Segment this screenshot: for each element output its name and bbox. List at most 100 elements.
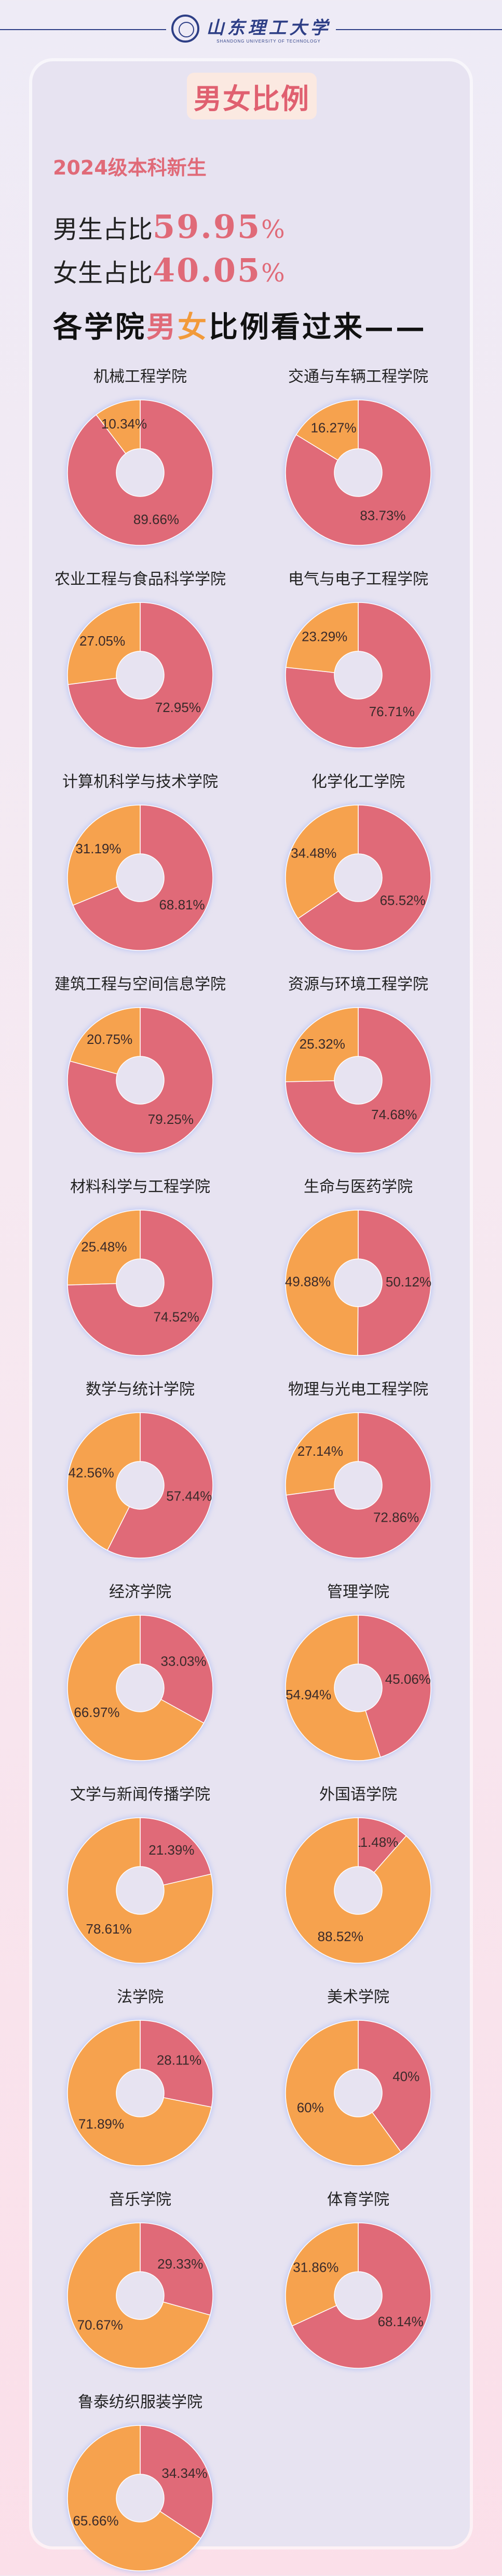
male-slice-label: 28.11% — [157, 2052, 201, 2068]
male-slice — [140, 1817, 212, 1886]
male-slice-label: 21.39% — [148, 1842, 194, 1858]
donut-chart: 72.95% 27.05% — [66, 601, 214, 749]
male-slice-label: 40% — [392, 2069, 419, 2084]
logo-chinese-name: 山东理工大学 — [206, 18, 331, 38]
female-slice — [67, 2222, 211, 2369]
male-slice — [285, 602, 431, 748]
male-slice-label: 74.68% — [371, 1107, 417, 1122]
female-slice — [67, 804, 141, 906]
male-slice — [67, 602, 213, 748]
female-slice — [285, 1412, 359, 1496]
female-slice-label: 70.67% — [77, 2317, 123, 2333]
donut-chart: 76.71% 23.29% — [284, 601, 432, 749]
college-chart: 农业工程与食品科学学院 72.95% 27.05% — [52, 566, 228, 749]
college-chart: 法学院 28.11% 71.89% — [52, 1984, 228, 2167]
donut-chart: 28.11% 71.89% — [66, 2019, 214, 2167]
female-slice-label: 27.14% — [297, 1443, 343, 1459]
donut-chart: 72.86% 27.14% — [284, 1412, 432, 1559]
chart-title: 交通与车辆工程学院 — [288, 368, 428, 386]
donut-chart: 21.39% 78.61% — [66, 1817, 214, 1964]
chart-title: 化学化工学院 — [311, 773, 405, 791]
logo-english-name: SHANDONG UNIVERSITY OF TECHNOLOGY — [216, 39, 321, 44]
female-slice-label: 71.89% — [78, 2116, 124, 2131]
donut-chart: 79.25% 20.75% — [66, 1007, 214, 1154]
female-slice-label: 66.97% — [74, 1705, 119, 1720]
logo-text: 山东理工大学 SHANDONG UNIVERSITY OF TECHNOLOGY — [207, 14, 331, 44]
male-slice — [297, 804, 431, 951]
female-slice-label: 60% — [297, 2100, 324, 2115]
college-chart: 电气与电子工程学院 76.71% 23.29% — [270, 566, 446, 749]
male-slice-label: 50.12% — [386, 1274, 431, 1290]
female-ratio-stat: 女生占比40.05% — [53, 251, 285, 289]
female-slice — [285, 1817, 431, 1964]
university-logo: 山东理工大学 SHANDONG UNIVERSITY OF TECHNOLOGY — [171, 14, 331, 44]
male-slice — [72, 804, 213, 951]
female-slice — [67, 1210, 141, 1285]
female-slice — [67, 2425, 201, 2571]
male-ratio-prefix: 男生占比 — [53, 215, 153, 244]
chart-title: 数学与统计学院 — [86, 1380, 195, 1399]
male-slice-label: 74.52% — [154, 1309, 199, 1324]
female-ratio-prefix: 女生占比 — [53, 259, 153, 288]
female-slice-label: 34.48% — [291, 845, 336, 861]
college-chart: 建筑工程与空间信息学院 79.25% 20.75% — [52, 971, 228, 1154]
college-chart: 鲁泰纺织服装学院 34.34% 65.66% — [52, 2389, 228, 2572]
chart-title: 美术学院 — [327, 1988, 389, 2006]
college-chart: 外国语学院 11.48% 88.52% — [270, 1781, 446, 1964]
college-chart: 机械工程学院 89.66% 10.34% — [52, 364, 228, 546]
chart-title: 体育学院 — [327, 2191, 389, 2209]
chart-title: 文学与新闻传播学院 — [70, 1786, 210, 1804]
male-slice — [358, 1817, 407, 1873]
female-slice-label: 78.61% — [86, 1921, 132, 1937]
female-slice-label: 20.75% — [87, 1031, 132, 1047]
donut-chart: 68.14% 31.86% — [284, 2222, 432, 2369]
female-slice-label: 31.19% — [75, 841, 121, 856]
donut-chart: 57.44% 42.56% — [66, 1412, 214, 1559]
donut-chart: 83.73% 16.27% — [284, 399, 432, 546]
chart-title: 生命与医药学院 — [304, 1178, 413, 1196]
section-heading-after: 比例看过来—— — [209, 310, 427, 344]
female-slice-label: 88.52% — [318, 1929, 363, 1944]
section-heading-before: 各学院 — [53, 310, 146, 344]
donut-chart: 33.03% 66.97% — [66, 1614, 214, 1762]
college-chart: 经济学院 33.03% 66.97% — [52, 1579, 228, 1762]
female-slice-label: 16.27% — [310, 420, 356, 435]
male-slice-label: 57.44% — [166, 1488, 212, 1504]
male-slice — [140, 2222, 213, 2316]
male-slice-label: 76.71% — [369, 704, 415, 719]
male-slice — [285, 1007, 431, 1153]
header: 山东理工大学 SHANDONG UNIVERSITY OF TECHNOLOGY — [0, 0, 502, 57]
male-slice-label: 68.81% — [159, 897, 205, 913]
male-slice-label: 72.86% — [373, 1510, 419, 1525]
chart-title: 经济学院 — [109, 1583, 171, 1601]
female-slice — [67, 1412, 141, 1551]
chart-title: 管理学院 — [327, 1583, 389, 1601]
chart-title: 法学院 — [117, 1988, 164, 2006]
female-slice — [67, 2020, 212, 2166]
chart-title: 电气与电子工程学院 — [288, 570, 428, 588]
female-slice — [96, 399, 141, 454]
donut-chart: 74.52% 25.48% — [66, 1209, 214, 1357]
subtitle: 2024级本科新生 — [53, 156, 207, 179]
donut-chart: 11.48% 88.52% — [284, 1817, 432, 1964]
female-slice — [70, 1007, 141, 1075]
college-chart: 交通与车辆工程学院 83.73% 16.27% — [270, 364, 446, 546]
male-slice — [285, 399, 431, 546]
male-slice — [291, 2222, 431, 2369]
male-slice-label: 45.06% — [385, 1671, 431, 1687]
female-slice-label: 25.48% — [81, 1239, 127, 1254]
female-ratio-unit: % — [261, 259, 285, 288]
donut-chart: 34.34% 65.66% — [66, 2424, 214, 2572]
chart-title: 农业工程与食品科学学院 — [55, 570, 226, 588]
college-chart: 化学化工学院 65.52% 34.48% — [270, 769, 446, 951]
college-chart: 音乐学院 29.33% 70.67% — [52, 2186, 228, 2369]
female-slice — [67, 1615, 205, 1761]
female-slice — [285, 2020, 402, 2166]
page-title: 男女比例 — [194, 82, 310, 115]
male-slice — [357, 1210, 431, 1356]
female-slice-label: 10.34% — [101, 416, 147, 432]
college-chart: 材料科学与工程学院 74.52% 25.48% — [52, 1174, 228, 1357]
female-slice-label: 42.56% — [69, 1465, 114, 1480]
chart-title: 建筑工程与空间信息学院 — [55, 975, 226, 994]
male-slice-label: 72.95% — [155, 700, 201, 715]
